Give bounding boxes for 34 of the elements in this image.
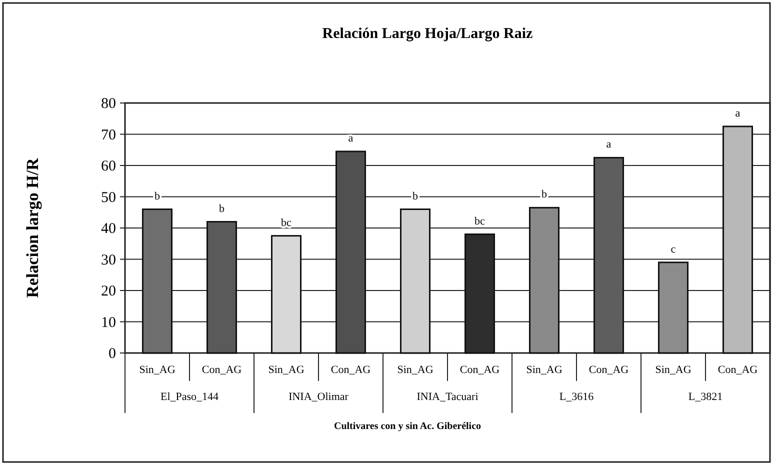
data-label: bc xyxy=(474,215,486,228)
x-tick-label: Con_AG xyxy=(588,364,629,376)
x-tick-label: Sin_AG xyxy=(526,364,562,376)
y-tick-label: 80 xyxy=(101,96,116,112)
y-tick-label: 20 xyxy=(101,284,116,300)
text: L_3616 xyxy=(559,391,594,403)
data-label: a xyxy=(735,107,740,120)
y-tick-label: 10 xyxy=(101,314,116,331)
text: L_3821 xyxy=(688,391,723,403)
y-tick-label: 40 xyxy=(101,221,116,237)
y-tick-label: 50 xyxy=(101,190,116,206)
text: El_Paso_144 xyxy=(160,391,220,403)
chart-title: Relación Largo Hoja/Largo Raiz xyxy=(322,26,534,42)
x-tick-label: Sin_AG xyxy=(268,364,304,376)
data-label: a xyxy=(348,132,354,144)
x-tick-label: Con_AG xyxy=(202,364,242,376)
x-tick-label: Con_AG xyxy=(718,364,758,376)
y-tick-label: 30 xyxy=(101,252,116,268)
x-axis-title: Cultivares con y sin Ac. Giberélico xyxy=(334,421,482,432)
x-tick-label: Sin_AG xyxy=(655,364,692,376)
data-label: c xyxy=(670,243,676,256)
y-tick-label: 60 xyxy=(101,158,116,174)
x-tick-label: Con_AG xyxy=(330,364,371,376)
x-tick-label: Con_AG xyxy=(460,364,500,376)
y-tick-label: 0 xyxy=(108,346,116,362)
y-axis-title: Relacion largo H/R xyxy=(23,157,42,298)
text: INIA_Tacuari xyxy=(416,391,478,403)
text: INIA_Olimar xyxy=(288,391,349,403)
data-label: a xyxy=(606,138,612,151)
x-tick-label: Sin_AG xyxy=(397,364,434,376)
data-label: b xyxy=(219,202,225,215)
x-tick-label: Sin_AG xyxy=(139,364,176,376)
data-label: bc xyxy=(281,216,292,229)
y-tick-label: 70 xyxy=(101,127,116,144)
